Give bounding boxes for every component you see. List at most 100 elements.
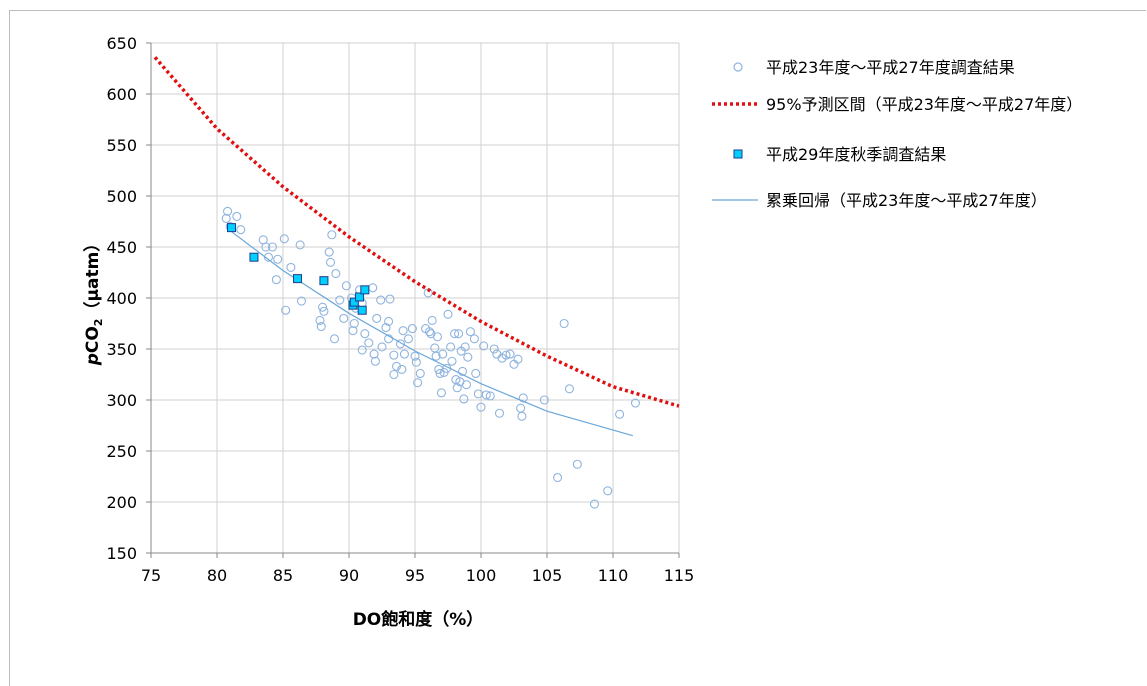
survey-data-point (381, 323, 391, 333)
autumn-data-point (355, 292, 365, 302)
survey-data-point (395, 339, 406, 349)
survey-data-point (459, 394, 469, 404)
survey-data-point (385, 294, 395, 304)
y-tick-label: 200 (106, 493, 137, 512)
y-tick-label: 500 (106, 187, 137, 206)
survey-data-point (369, 349, 379, 359)
survey-data-point (454, 329, 464, 339)
survey-data-point (463, 352, 473, 362)
survey-data-point (430, 343, 440, 353)
survey-data-point (279, 234, 289, 244)
survey-data-point (364, 338, 374, 348)
plot-area (153, 56, 680, 509)
survey-data-point (447, 356, 457, 366)
x-tick-label: 100 (466, 566, 497, 585)
survey-data-point (469, 334, 479, 344)
x-tick-label: 85 (273, 566, 293, 585)
survey-data-point (370, 356, 380, 366)
survey-data-point (410, 351, 420, 361)
survey-data-point (572, 459, 582, 469)
survey-data-point (589, 499, 600, 509)
survey-data-point (236, 225, 246, 235)
grid-lines (151, 42, 680, 553)
autumn-data-point (357, 305, 367, 315)
y-axis-title-italic: p (83, 353, 103, 366)
survey-data-point (349, 318, 359, 329)
y-tick-label: 150 (106, 544, 137, 563)
survey-data-point (360, 329, 370, 339)
legend-label-autumn: 平成29年度秋季調査結果 (766, 145, 946, 164)
y-tick-label: 300 (106, 391, 137, 410)
survey-data-point (339, 313, 349, 323)
survey-data-point (476, 402, 486, 412)
survey-data-point (271, 275, 281, 285)
x-tick-labels: 75 80 85 90 95 100 105 110 115 (141, 566, 694, 585)
survey-data-point (438, 349, 448, 359)
survey-data-point (485, 391, 495, 401)
survey-data-point (471, 368, 481, 379)
survey-data-point (494, 408, 505, 418)
survey-data-point (424, 327, 435, 337)
survey-data-point (501, 350, 511, 360)
y-tick-label: 450 (106, 238, 137, 257)
survey-data-point (327, 230, 337, 240)
autumn-data-point (293, 274, 303, 284)
x-tick-label: 105 (532, 566, 563, 585)
survey-data-point (391, 361, 402, 371)
survey-data-point (324, 247, 334, 257)
survey-data-point (384, 316, 394, 327)
survey-data-point (389, 350, 399, 360)
x-tick-label: 110 (598, 566, 629, 585)
x-tick-label: 115 (664, 566, 695, 585)
survey-data-point (232, 211, 242, 221)
survey-data-point (411, 357, 421, 367)
survey-data-point (564, 384, 574, 394)
autumn-data-point (349, 297, 359, 307)
survey-data-point (397, 364, 407, 374)
y-tick-label: 550 (106, 136, 137, 155)
survey-data-point (318, 302, 328, 312)
survey-data-point (479, 341, 489, 351)
survey-data-point (325, 257, 336, 267)
survey-data-point (403, 334, 413, 344)
x-tick-label: 75 (141, 566, 161, 585)
survey-data-point (465, 327, 475, 337)
survey-data-point (481, 390, 491, 400)
survey-data-point (615, 409, 625, 419)
x-tick-label: 80 (207, 566, 227, 585)
survey-data-point (413, 378, 423, 388)
survey-data-point (630, 398, 640, 408)
survey-data-point (376, 295, 386, 305)
survey-data-point (372, 313, 382, 323)
survey-data-point (377, 342, 387, 352)
survey-data-point (513, 354, 523, 364)
y-axis-title-main: CO (83, 326, 103, 353)
survey-data-point (603, 486, 613, 496)
survey-data-point (273, 254, 283, 264)
legend-marker-survey (733, 62, 743, 72)
autumn-data-point (249, 252, 259, 262)
survey-data-point (489, 344, 499, 354)
survey-data-point (335, 295, 345, 305)
survey-data-point (267, 242, 277, 252)
autumn-data-point (360, 285, 370, 295)
survey-data-point (431, 351, 441, 361)
survey-data-point (435, 368, 445, 379)
regression-curve (229, 230, 633, 437)
x-tick-label: 95 (405, 566, 425, 585)
survey-data-point (452, 383, 462, 393)
survey-data-point (331, 268, 341, 279)
survey-data-point (261, 242, 271, 252)
survey-data-point (446, 342, 456, 352)
y-tick-label: 400 (106, 289, 137, 308)
y-tick-label: 600 (106, 85, 137, 104)
survey-data-point (319, 306, 329, 316)
chart-frame (9, 10, 1146, 686)
axes (146, 42, 680, 558)
y-tick-label: 250 (106, 442, 137, 461)
survey-data-point (432, 332, 442, 342)
survey-data-point (398, 326, 408, 336)
survey-data-point (539, 395, 549, 405)
y-axis-title-unit: （µatm） (82, 235, 103, 319)
